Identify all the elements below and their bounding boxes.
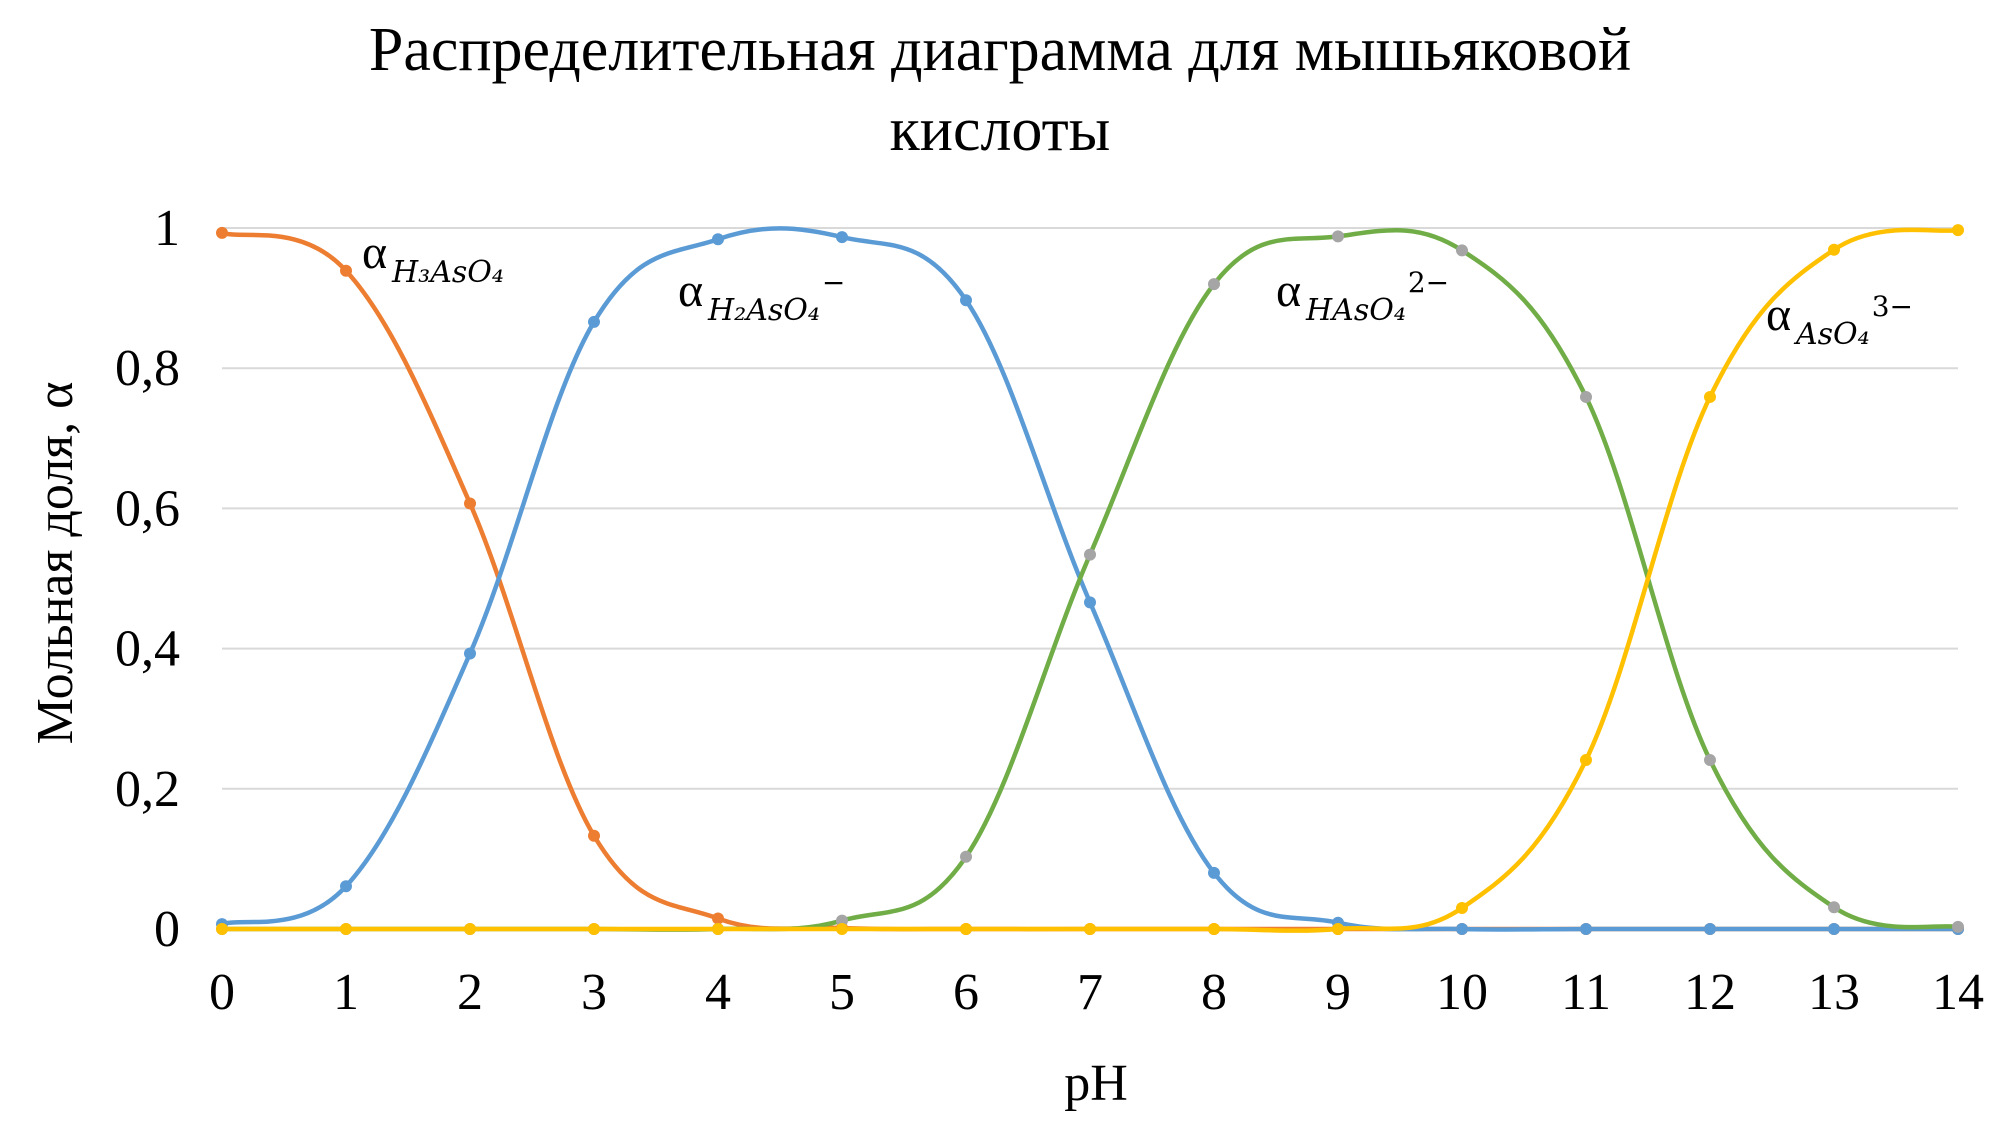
data-point [216,226,228,239]
x-tick-label: 8 [1201,964,1227,1021]
data-point [1208,866,1220,879]
data-point [1208,923,1220,935]
annotation-symbol: α [678,264,703,317]
data-point [1332,923,1344,935]
data-point [1332,230,1344,243]
data-point [1704,923,1716,935]
x-tick-label: 12 [1684,964,1736,1021]
data-point [1580,754,1592,767]
series-annotation: α H₃AsO₄ [362,226,504,290]
data-point [588,923,600,935]
x-tick-label: 7 [1077,964,1103,1021]
annotation-subscript: HAsO₄ [1305,293,1406,328]
data-point [1952,224,1964,237]
x-tick-label: 10 [1436,964,1488,1021]
series-lines [219,226,1961,933]
annotation-symbol: α [362,226,387,279]
data-point [836,914,848,927]
data-point [1828,901,1840,914]
x-tick-label: 3 [581,964,607,1021]
y-axis-ticks: 0 0,2 0,4 0,6 0,8 1 [115,200,180,958]
data-point [1456,901,1468,914]
annotation-superscript: 3− [1872,290,1913,323]
data-point [588,315,600,328]
annotation-symbol: α [1276,264,1301,317]
data-point [836,923,848,935]
x-axis-label: pH [1064,1055,1128,1112]
series-line-2 [219,228,1961,932]
data-point [1704,390,1716,403]
data-point [712,923,724,935]
x-tick-label: 6 [953,964,979,1021]
annotation-superscript: − [822,266,845,299]
chart-title-line-1: Распределительная диаграмма для мышьяков… [369,16,1631,84]
data-point [1952,920,1964,933]
data-point [1084,548,1096,561]
data-point [1580,390,1592,403]
data-point [1084,923,1096,935]
y-tick-label: 0,6 [115,480,180,537]
x-tick-label: 11 [1561,964,1611,1021]
data-point [464,923,476,935]
data-point [1828,923,1840,935]
x-tick-label: 13 [1808,964,1860,1021]
data-point [588,829,600,842]
data-point [1828,243,1840,256]
x-axis-ticks: 0 1 2 3 4 5 6 7 8 9 10 11 12 13 14 [209,964,1984,1021]
data-point [836,231,848,244]
y-tick-label: 0 [154,901,180,958]
data-point [1456,244,1468,257]
data-point [1208,278,1220,291]
chart-title: Распределительная диаграмма для мышьяков… [369,16,1631,164]
data-point [464,647,476,660]
y-tick-label: 0,4 [115,621,180,678]
series-line-0 [219,230,1961,932]
annotation-subscript: AsO₄ [1793,317,1870,352]
series-line-1 [219,226,1961,932]
data-point [340,880,352,893]
series-markers [216,224,1964,935]
annotation-symbol: α [1766,288,1791,341]
data-point [1456,923,1468,935]
data-point [340,923,352,935]
x-tick-label: 0 [209,964,235,1021]
data-point [960,923,972,935]
y-tick-label: 1 [154,200,180,257]
series-line-3 [219,227,1961,933]
x-tick-label: 2 [457,964,483,1021]
data-point [1704,754,1716,767]
data-point [712,912,724,925]
data-point [1580,923,1592,935]
y-axis-label: Мольная доля, α [27,382,84,745]
gridlines [222,227,1958,930]
y-tick-label: 0,8 [115,340,180,397]
y-tick-label: 0,2 [115,761,180,818]
data-point [960,294,972,307]
series-annotation: α H₂AsO₄− [678,264,845,328]
annotation-subscript: H₂AsO₄ [707,293,820,328]
annotation-superscript: 2− [1408,266,1449,299]
chart-title-line-2: кислоты [890,96,1111,164]
data-point [340,264,352,277]
x-tick-label: 1 [333,964,359,1021]
x-tick-label: 9 [1325,964,1351,1021]
data-point [464,497,476,510]
x-tick-label: 5 [829,964,855,1021]
x-tick-label: 4 [705,964,731,1021]
data-point [216,923,228,935]
data-point [960,850,972,863]
data-point [712,233,724,246]
annotation-subscript: H₃AsO₄ [391,255,504,290]
data-point [1084,596,1096,609]
x-tick-label: 14 [1932,964,1984,1021]
